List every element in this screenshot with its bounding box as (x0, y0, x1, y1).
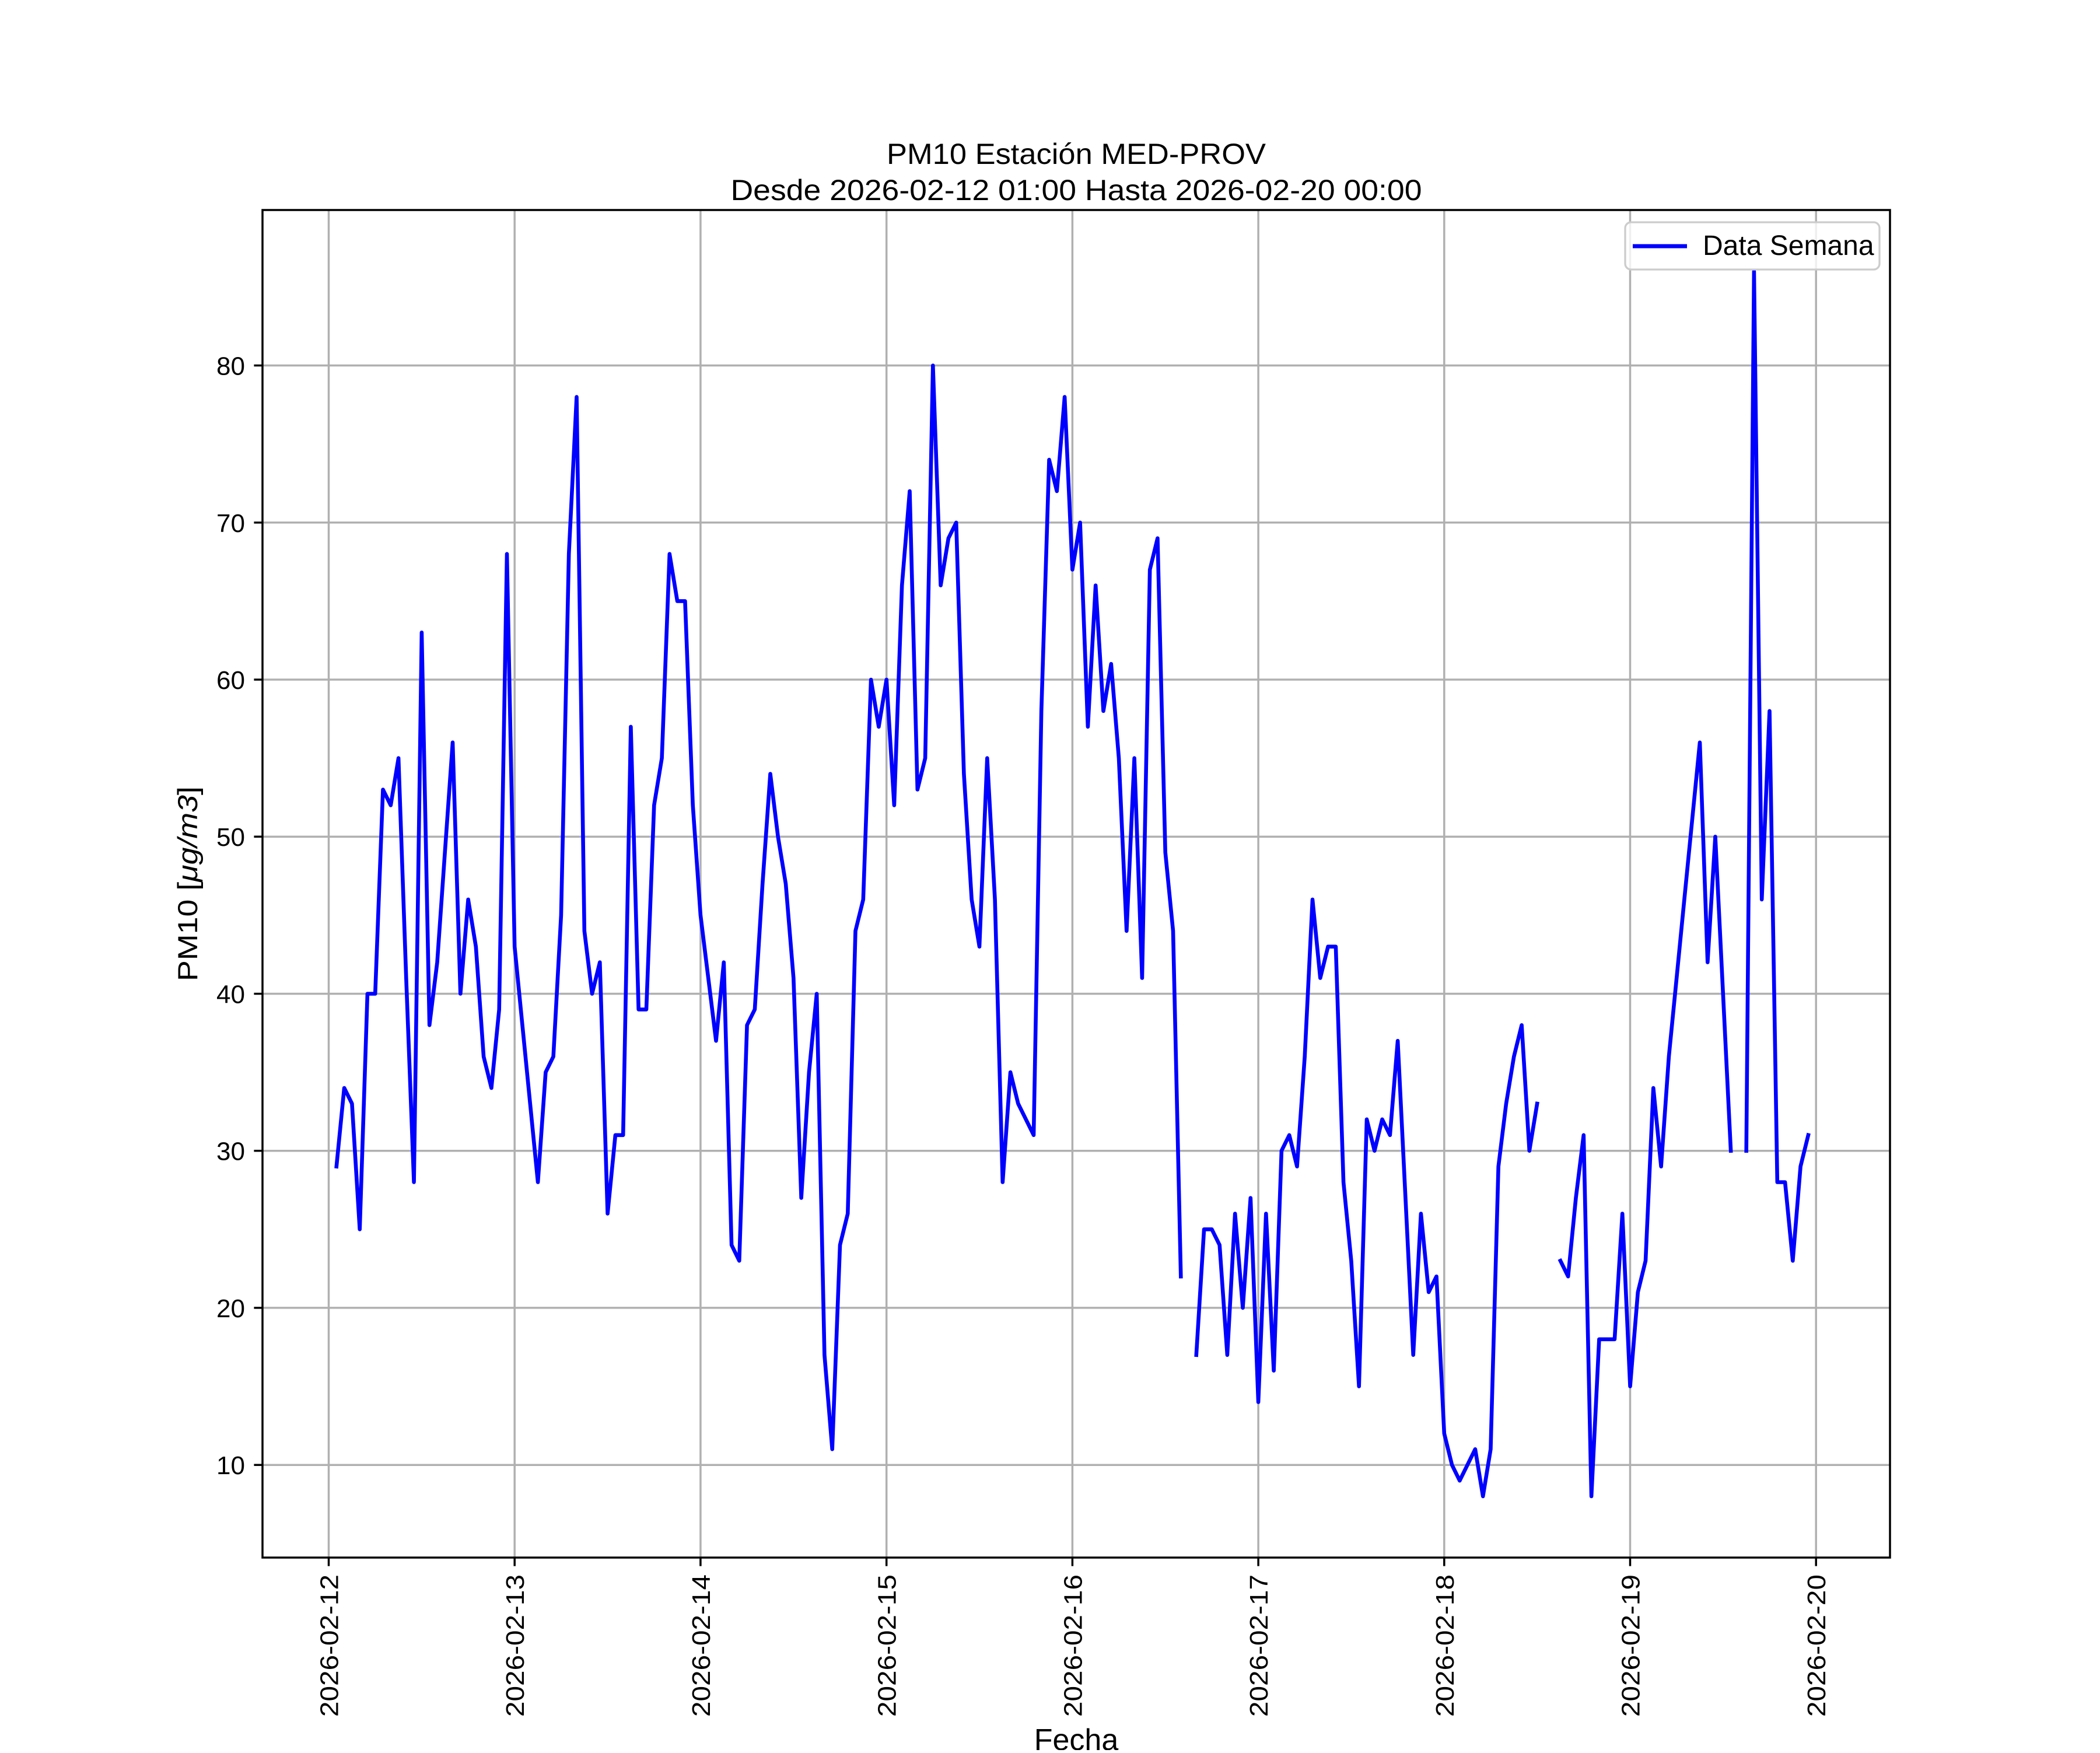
svg-text:10: 10 (216, 1451, 245, 1480)
svg-text:Fecha: Fecha (1034, 1723, 1119, 1750)
svg-text:30: 30 (216, 1138, 245, 1166)
svg-text:2026-02-12: 2026-02-12 (316, 1574, 344, 1717)
svg-text:2026-02-15: 2026-02-15 (873, 1574, 902, 1717)
svg-text:70: 70 (216, 509, 245, 538)
svg-text:PM10 [μg/m3]: PM10 [μg/m3] (172, 786, 203, 981)
svg-text:Data Semana: Data Semana (1703, 230, 1874, 261)
svg-text:2026-02-13: 2026-02-13 (501, 1574, 530, 1717)
svg-text:50: 50 (216, 823, 245, 852)
svg-text:60: 60 (216, 666, 245, 695)
svg-text:2026-02-16: 2026-02-16 (1059, 1574, 1087, 1717)
svg-text:40: 40 (216, 981, 245, 1009)
svg-text:2026-02-20: 2026-02-20 (1803, 1574, 1831, 1717)
svg-text:2026-02-18: 2026-02-18 (1431, 1574, 1460, 1717)
svg-text:80: 80 (216, 352, 245, 381)
svg-text:Desde 2026-02-12 01:00 Hasta 2: Desde 2026-02-12 01:00 Hasta 2026-02-20 … (731, 174, 1422, 207)
svg-text:2026-02-19: 2026-02-19 (1617, 1574, 1646, 1717)
svg-text:PM10 Estación MED-PROV: PM10 Estación MED-PROV (887, 138, 1266, 170)
svg-text:2026-02-17: 2026-02-17 (1245, 1574, 1273, 1717)
svg-text:20: 20 (216, 1294, 245, 1323)
svg-text:2026-02-14: 2026-02-14 (687, 1574, 716, 1717)
